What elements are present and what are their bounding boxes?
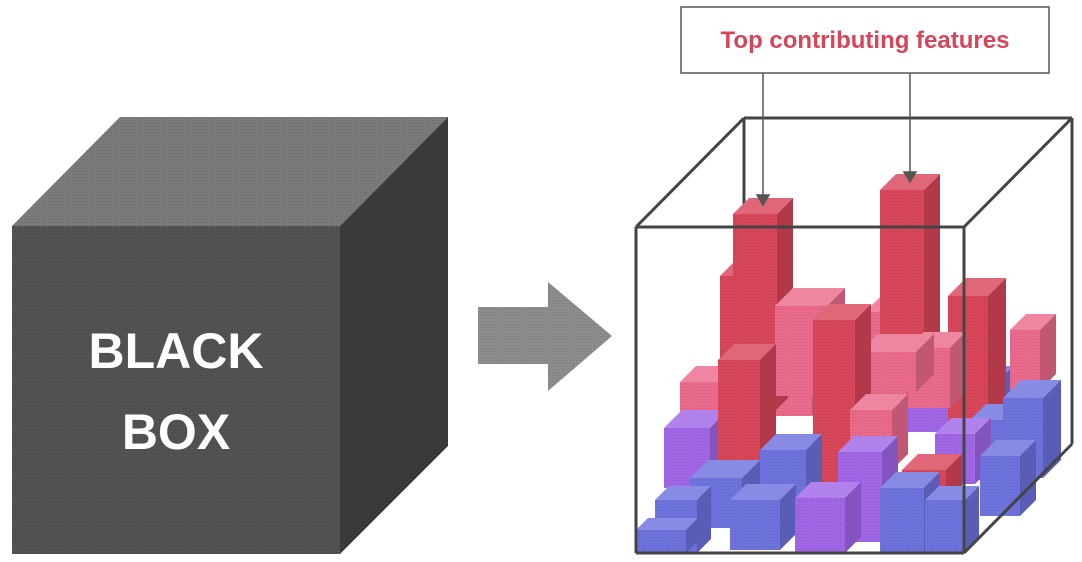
feature-bar-top	[718, 344, 776, 360]
frame-bottom-right-diagonal	[962, 442, 1074, 555]
feature-bar-side	[1020, 440, 1036, 516]
frame-top-left-diagonal	[634, 116, 746, 229]
explained-box	[634, 116, 1074, 555]
feature-bar-top	[730, 484, 796, 500]
feature-bar	[795, 482, 861, 553]
feature-bar	[925, 486, 979, 553]
feature-bar-top	[795, 482, 861, 498]
transform-arrow	[478, 282, 612, 391]
frame-top-right-diagonal	[962, 116, 1074, 229]
feature-bar-top	[980, 440, 1036, 456]
feature-bar-side	[916, 334, 934, 392]
arrow-head-icon	[755, 194, 771, 207]
black-box-label-line-2: BOX	[122, 404, 230, 460]
feature-bar-top	[902, 454, 962, 470]
feature-bar-top	[880, 472, 940, 488]
feature-bar	[860, 334, 934, 392]
feature-bar-top	[760, 434, 822, 450]
explained-box-front-frame	[634, 225, 1074, 555]
feature-bar-side	[697, 486, 711, 553]
feature-bar-top	[850, 394, 908, 410]
feature-bar	[636, 518, 698, 553]
feature-bar-top	[860, 334, 934, 352]
black-box-label-line-1: BLACK	[89, 323, 264, 379]
feature-bar-side	[965, 486, 979, 553]
feature-bar	[730, 484, 796, 550]
feature-bar-side	[988, 278, 1006, 426]
feature-bar	[980, 440, 1036, 516]
black-box-cube: BLACK BOX	[12, 117, 448, 554]
feature-bar-side	[1043, 380, 1061, 478]
feature-bar-side	[686, 518, 698, 553]
feature-bars	[636, 174, 1061, 553]
feature-bar-side	[845, 482, 861, 553]
feature-bar-top	[664, 410, 728, 428]
feature-bar-top	[655, 486, 711, 500]
feature-bar	[1010, 314, 1056, 390]
feature-bar-top	[813, 304, 871, 320]
callout-box	[680, 6, 1050, 74]
feature-bar-side	[760, 344, 776, 460]
feature-bar	[718, 344, 776, 460]
feature-bar-side	[1040, 314, 1056, 390]
top-features-callout: Top contributing features	[680, 6, 1050, 207]
feature-bar-top	[636, 518, 698, 530]
feature-bar-side	[780, 484, 796, 550]
feature-bar-top	[838, 436, 898, 452]
feature-bar-top	[1010, 314, 1056, 330]
feature-bar	[880, 472, 940, 553]
arrow-head-icon	[902, 171, 918, 184]
feature-bar-top	[1003, 380, 1061, 398]
callout-label: Top contributing features	[721, 27, 1010, 54]
feature-bar-top	[690, 460, 760, 478]
feature-bar-side	[950, 332, 966, 408]
callout-pointers	[755, 73, 918, 207]
feature-bar-top	[775, 288, 845, 306]
